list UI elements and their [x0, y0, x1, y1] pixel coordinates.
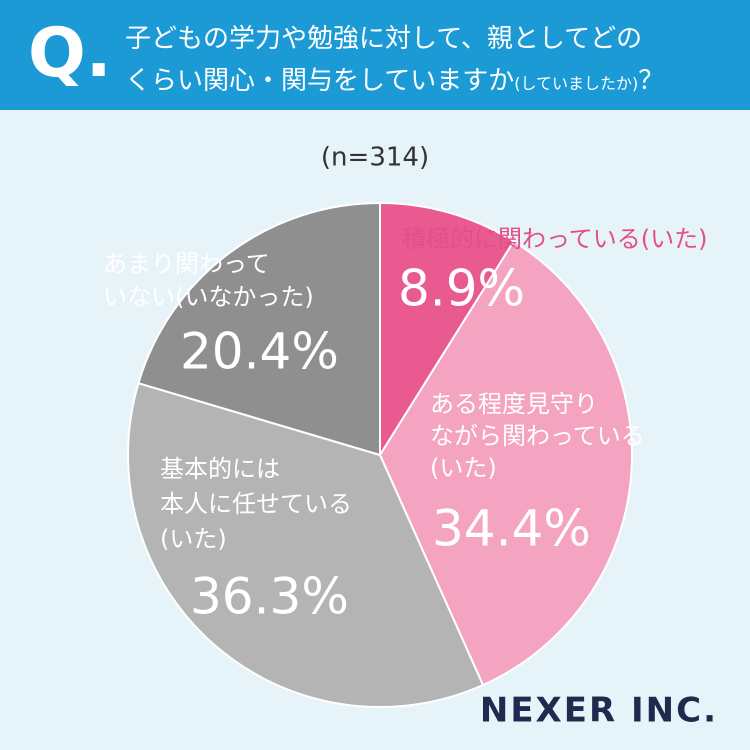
pie-slice	[127, 381, 485, 708]
header: Q. 子どもの学力や勉強に対して、親としてどの くらい関心・関与をしていますか(…	[0, 0, 750, 110]
question-note: (していましたか)	[514, 74, 639, 93]
question-text: くらい関心・関与をしていますか	[125, 66, 515, 96]
slice-label: ある程度見守り	[430, 390, 598, 418]
question-line: くらい関心・関与をしていますか(していましたか)？	[125, 60, 664, 97]
pie-slice	[137, 201, 381, 457]
slice-label: 基本的には	[160, 455, 280, 483]
slice-label: (いた)	[160, 525, 227, 553]
value-label: 36.3%	[190, 568, 349, 626]
question-end: ？	[638, 66, 665, 96]
logo: NEXER INC.	[480, 691, 718, 731]
value-label: 34.4%	[432, 500, 591, 558]
slice-label: いない(いなかった)	[103, 283, 314, 311]
subtitle: (n=314)	[321, 143, 429, 173]
slice-label: あまり関わって	[103, 250, 270, 278]
pie-slice	[379, 201, 516, 459]
slice-label: 本人に任せている	[160, 490, 352, 518]
pie-slice	[378, 240, 633, 687]
value-label: 20.4%	[180, 323, 339, 381]
slice-label: ながら関わっている	[430, 422, 645, 450]
value-label: 8.9%	[398, 260, 525, 318]
slice-label: (いた)	[430, 454, 497, 482]
q-mark: Q.	[28, 14, 112, 93]
question-line: 子どもの学力や勉強に対して、親としてどの	[125, 24, 643, 54]
slice-label: 積極的に関わっている(いた)	[402, 225, 708, 253]
